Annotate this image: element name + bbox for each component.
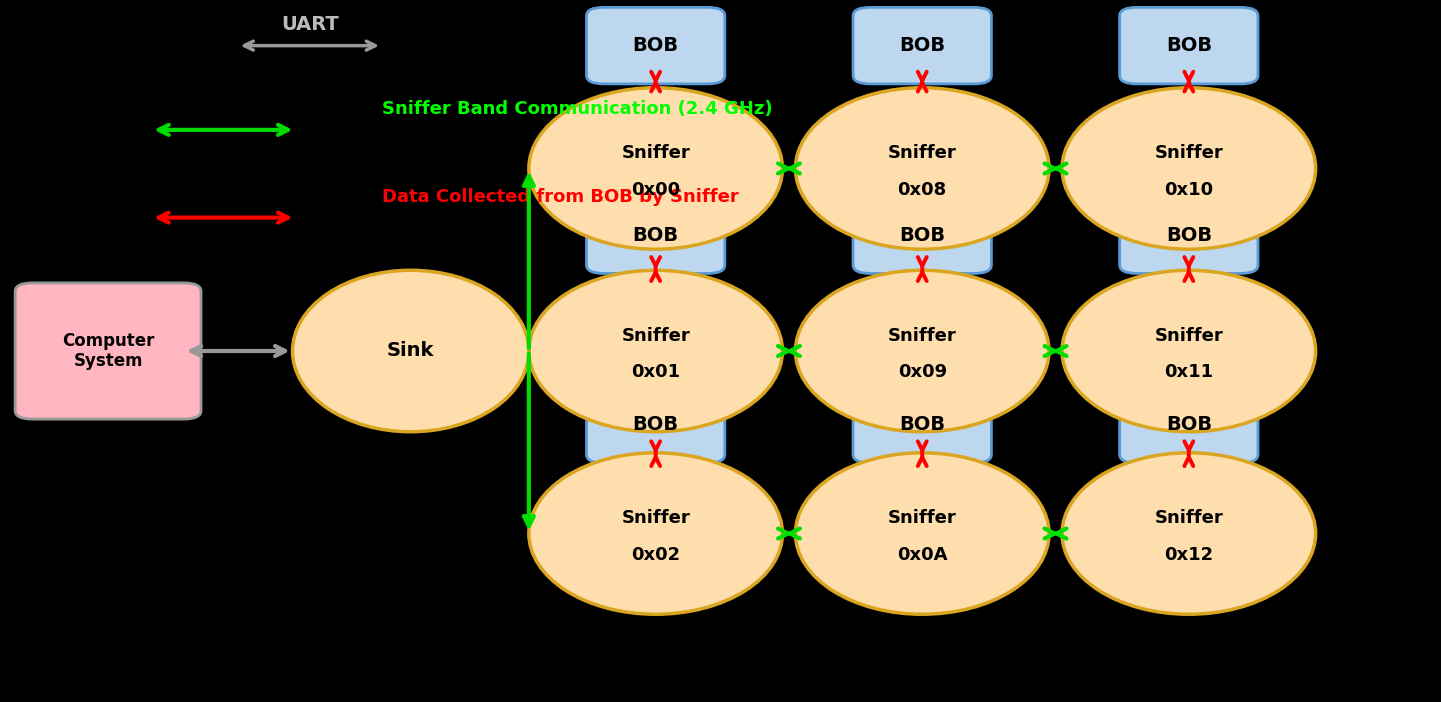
FancyBboxPatch shape (1120, 197, 1258, 273)
FancyBboxPatch shape (1120, 7, 1258, 84)
Ellipse shape (529, 453, 782, 614)
Ellipse shape (293, 270, 529, 432)
FancyBboxPatch shape (1120, 386, 1258, 463)
Ellipse shape (1062, 270, 1316, 432)
Text: Sniffer: Sniffer (1154, 144, 1223, 162)
Text: Sniffer: Sniffer (1154, 509, 1223, 527)
Text: Data Collected from BOB by Sniffer: Data Collected from BOB by Sniffer (382, 187, 739, 206)
Text: 0x01: 0x01 (631, 363, 680, 381)
Ellipse shape (1062, 88, 1316, 249)
Text: 0x02: 0x02 (631, 545, 680, 564)
Text: 0x09: 0x09 (898, 363, 947, 381)
Text: 0x08: 0x08 (898, 180, 947, 199)
Text: 0x00: 0x00 (631, 180, 680, 199)
Text: 0x10: 0x10 (1164, 180, 1213, 199)
FancyBboxPatch shape (586, 197, 725, 273)
Text: Sink: Sink (388, 341, 434, 361)
FancyBboxPatch shape (853, 386, 991, 463)
Text: Sniffer: Sniffer (888, 144, 957, 162)
Text: BOB: BOB (633, 36, 679, 55)
FancyBboxPatch shape (586, 386, 725, 463)
Ellipse shape (529, 270, 782, 432)
FancyBboxPatch shape (853, 7, 991, 84)
Text: BOB: BOB (1166, 225, 1212, 245)
Text: 0x11: 0x11 (1164, 363, 1213, 381)
Text: Sniffer: Sniffer (888, 326, 957, 345)
Text: BOB: BOB (1166, 415, 1212, 435)
Text: Sniffer: Sniffer (888, 509, 957, 527)
Text: UART: UART (281, 15, 339, 34)
Text: Sniffer: Sniffer (621, 144, 690, 162)
Text: BOB: BOB (899, 415, 945, 435)
Ellipse shape (795, 270, 1049, 432)
Ellipse shape (529, 88, 782, 249)
Text: Sniffer: Sniffer (1154, 326, 1223, 345)
Ellipse shape (795, 88, 1049, 249)
Text: Computer
System: Computer System (62, 331, 154, 371)
Text: BOB: BOB (1166, 36, 1212, 55)
Text: BOB: BOB (899, 36, 945, 55)
Ellipse shape (1062, 453, 1316, 614)
Text: Sniffer: Sniffer (621, 326, 690, 345)
Text: Sniffer: Sniffer (621, 509, 690, 527)
Ellipse shape (795, 453, 1049, 614)
Text: Sniffer Band Communication (2.4 GHz): Sniffer Band Communication (2.4 GHz) (382, 100, 772, 118)
Text: 0x12: 0x12 (1164, 545, 1213, 564)
Text: BOB: BOB (633, 225, 679, 245)
FancyBboxPatch shape (14, 283, 202, 419)
Text: BOB: BOB (633, 415, 679, 435)
FancyBboxPatch shape (853, 197, 991, 273)
Text: 0x0A: 0x0A (896, 545, 948, 564)
FancyBboxPatch shape (586, 7, 725, 84)
Text: BOB: BOB (899, 225, 945, 245)
